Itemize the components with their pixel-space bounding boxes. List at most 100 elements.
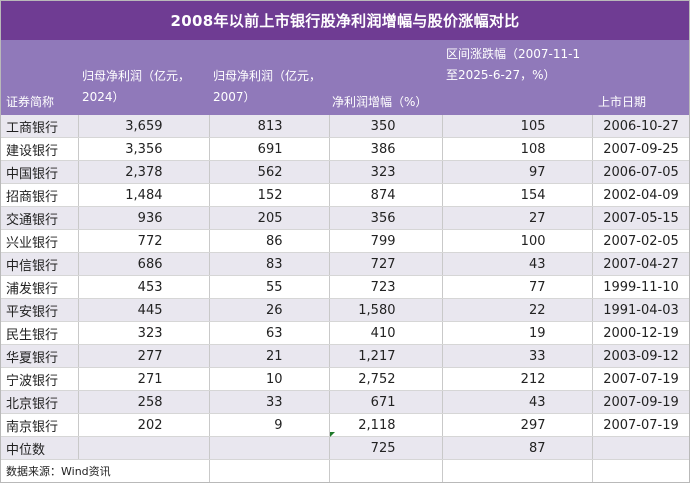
cell-listing-date: 1999-11-10: [592, 275, 690, 299]
median-empty-cell: [592, 436, 690, 460]
cell-price-change: 33: [442, 344, 593, 368]
median-growth: 725: [329, 436, 443, 460]
cell-growth: 356: [329, 206, 443, 230]
cell-profit-2007: 691: [209, 137, 330, 161]
header-profit-2024: 归母净利润（亿元，2024）: [82, 69, 191, 104]
cell-name: 交通银行: [0, 206, 79, 230]
cell-price-change: 297: [442, 413, 593, 437]
table-row: 中国银行 2,378 562 323 97 2006-07-05: [0, 160, 690, 184]
cell-growth: 410: [329, 321, 443, 345]
table-row: 招商银行 1,484 152 874 154 2002-04-09: [0, 183, 690, 207]
cell-growth: 671: [329, 390, 443, 414]
median-empty-cell: [209, 436, 330, 460]
cell-profit-2024: 772: [78, 229, 210, 253]
median-empty-cell: [78, 436, 210, 460]
table-row: 平安银行 445 26 1,580 22 1991-04-03: [0, 298, 690, 322]
cell-name: 南京银行: [0, 413, 79, 437]
source-row: 数据来源：Wind资讯: [0, 459, 690, 483]
cell-price-change: 212: [442, 367, 593, 391]
cell-profit-2007: 205: [209, 206, 330, 230]
cell-name: 民生银行: [0, 321, 79, 345]
source-empty-cell: [592, 459, 690, 483]
cell-profit-2007: 26: [209, 298, 330, 322]
cell-listing-date: 2006-10-27: [592, 115, 690, 138]
cell-price-change: 97: [442, 160, 593, 184]
cell-name: 宁波银行: [0, 367, 79, 391]
cell-price-change: 43: [442, 390, 593, 414]
cell-listing-date: 2000-12-19: [592, 321, 690, 345]
cell-name: 浦发银行: [0, 275, 79, 299]
cell-price-change: 19: [442, 321, 593, 345]
cell-listing-date: 2003-09-12: [592, 344, 690, 368]
table-row: 华夏银行 277 21 1,217 33 2003-09-12: [0, 344, 690, 368]
cell-price-change: 77: [442, 275, 593, 299]
cell-profit-2024: 445: [78, 298, 210, 322]
cell-growth: 2,118: [329, 413, 443, 437]
median-price-change: 87: [442, 436, 593, 460]
cell-growth: 386: [329, 137, 443, 161]
table-row: 工商银行 3,659 813 350 105 2006-10-27: [0, 115, 690, 138]
cell-growth: 727: [329, 252, 443, 276]
cell-growth: 1,580: [329, 298, 443, 322]
cell-name: 中信银行: [0, 252, 79, 276]
table-row: 宁波银行 271 10 2,752 212 2007-07-19: [0, 367, 690, 391]
cell-listing-date: 2007-05-15: [592, 206, 690, 230]
header-profit-2007: 归母净利润（亿元，2007）: [213, 69, 322, 104]
cell-profit-2024: 1,484: [78, 183, 210, 207]
cell-profit-2024: 686: [78, 252, 210, 276]
cell-profit-2024: 453: [78, 275, 210, 299]
cell-name: 招商银行: [0, 183, 79, 207]
median-label: 中位数: [0, 436, 79, 460]
table-row: 交通银行 936 205 356 27 2007-05-15: [0, 206, 690, 230]
cell-profit-2007: 562: [209, 160, 330, 184]
cell-listing-date: 2007-07-19: [592, 367, 690, 391]
cell-listing-date: 2002-04-09: [592, 183, 690, 207]
table-row: 浦发银行 453 55 723 77 1999-11-10: [0, 275, 690, 299]
cell-profit-2024: 323: [78, 321, 210, 345]
cell-profit-2024: 2,378: [78, 160, 210, 184]
table-row: 民生银行 323 63 410 19 2000-12-19: [0, 321, 690, 345]
cell-profit-2024: 3,356: [78, 137, 210, 161]
table-row: 北京银行 258 33 671 43 2007-09-19: [0, 390, 690, 414]
cell-price-change: 100: [442, 229, 593, 253]
cell-profit-2007: 9: [209, 413, 330, 437]
cell-price-change: 27: [442, 206, 593, 230]
cell-profit-2024: 3,659: [78, 115, 210, 138]
cell-profit-2007: 813: [209, 115, 330, 138]
cell-listing-date: 2007-09-25: [592, 137, 690, 161]
cell-name: 中国银行: [0, 160, 79, 184]
cell-price-change: 105: [442, 115, 593, 138]
header-growth: 净利润增幅（%）: [332, 95, 428, 109]
cell-listing-date: 2007-02-05: [592, 229, 690, 253]
cell-listing-date: 2007-04-27: [592, 252, 690, 276]
cell-price-change: 22: [442, 298, 593, 322]
table-row: 兴业银行 772 86 799 100 2007-02-05: [0, 229, 690, 253]
cell-growth: 350: [329, 115, 443, 138]
cell-profit-2007: 10: [209, 367, 330, 391]
median-row: 中位数 725 87: [0, 436, 690, 460]
cell-profit-2007: 33: [209, 390, 330, 414]
cell-price-change: 108: [442, 137, 593, 161]
table-row: 中信银行 686 83 727 43 2007-04-27: [0, 252, 690, 276]
cell-listing-date: 2007-09-19: [592, 390, 690, 414]
cell-profit-2007: 21: [209, 344, 330, 368]
table-header: 证券简称 归母净利润（亿元，2024） 归母净利润（亿元，2007） 净利润增幅…: [0, 40, 690, 115]
table-row: 南京银行 202 9 2,118 297 2007-07-19: [0, 413, 690, 437]
header-price-change: 区间涨跌幅（2007-11-1至2025-6-27，%）: [446, 47, 581, 82]
cell-profit-2024: 277: [78, 344, 210, 368]
cell-profit-2024: 202: [78, 413, 210, 437]
cell-name: 北京银行: [0, 390, 79, 414]
cell-name: 建设银行: [0, 137, 79, 161]
cell-growth: 723: [329, 275, 443, 299]
cell-comment-marker: [330, 432, 335, 437]
cell-profit-2007: 152: [209, 183, 330, 207]
header-listing-date: 上市日期: [598, 95, 647, 109]
cell-name: 平安银行: [0, 298, 79, 322]
source-empty-cell: [209, 459, 330, 483]
data-table: 工商银行 3,659 813 350 105 2006-10-27 建设银行 3,356 691…: [0, 115, 690, 483]
cell-price-change: 154: [442, 183, 593, 207]
cell-listing-date: 1991-04-03: [592, 298, 690, 322]
table-row: 建设银行 3,356 691 386 108 2007-09-25: [0, 137, 690, 161]
table-title: 2008年以前上市银行股净利润增幅与股价涨幅对比: [0, 0, 690, 40]
cell-name: 工商银行: [0, 115, 79, 138]
